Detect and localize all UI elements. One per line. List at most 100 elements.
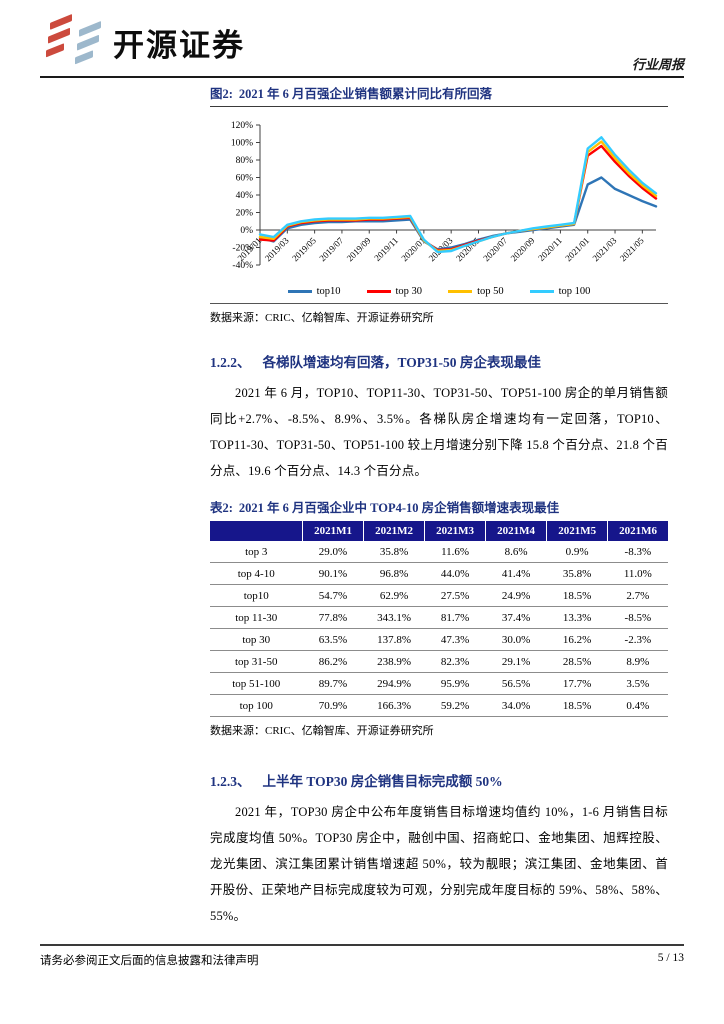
- svg-text:2021/03: 2021/03: [591, 235, 619, 263]
- svg-text:2019/11: 2019/11: [372, 235, 400, 263]
- legend-item: top 100: [529, 286, 591, 297]
- y-axis-tick-label: 60%: [236, 174, 254, 184]
- table-cell: 70.9%: [302, 694, 364, 717]
- table-cell: 28.5%: [546, 650, 608, 673]
- legend-label: top 100: [558, 286, 591, 297]
- table-row-label: top 3: [210, 541, 303, 563]
- y-axis-tick-label: -20%: [232, 244, 253, 254]
- x-axis-tick-label: 2021/03: [591, 235, 619, 263]
- chart-legend: top10 top 30 top 50 top 100: [210, 286, 668, 297]
- table-cell: 8.9%: [607, 650, 668, 673]
- x-axis-tick-label: 2019/11: [372, 235, 400, 263]
- legend-label: top10: [316, 286, 341, 297]
- series-line-top100: [258, 136, 658, 254]
- table-cell: 86.2%: [302, 650, 364, 673]
- legend-line-swatch: [287, 290, 312, 293]
- table-column-header: 2021M1: [302, 521, 365, 541]
- table-cell: 59.2%: [424, 694, 486, 717]
- section-heading-122: 1.2.2、 各梯队增速均有回落，TOP31-50 房企表现最佳: [210, 351, 668, 371]
- legend-label: top 30: [395, 286, 423, 297]
- table-cell: 82.3%: [424, 650, 486, 673]
- section-title: 上半年 TOP30 房企销售目标完成额 50%: [262, 774, 503, 789]
- legend-item: top 50: [448, 286, 504, 297]
- table-title-text: 2021 年 6 月百强企业中 TOP4-10 房企销售额增速表现最佳: [238, 501, 560, 515]
- table-cell: 47.3%: [424, 628, 486, 651]
- x-axis-tick-label: 2019/05: [290, 235, 318, 263]
- table-cell: 77.8%: [302, 606, 364, 629]
- table-cell: 238.9%: [363, 650, 425, 673]
- table-cell: 343.1%: [363, 606, 425, 629]
- legend-line-swatch: [529, 290, 554, 293]
- table-column-header: 2021M5: [546, 521, 609, 541]
- kaiyuan-securities-logo: 开源证券: [46, 13, 245, 69]
- chart-plot-area: 120%100%80%60%40%20%0%-20%-40%2019/01 201…: [231, 121, 658, 271]
- legend-line-swatch: [448, 290, 473, 293]
- section-number: 1.2.2、: [210, 355, 251, 370]
- table-row: top 100 70.9% 166.3% 59.2% 34.0% 18.5% 0.4%: [210, 694, 668, 717]
- table-cell: 35.8%: [546, 562, 608, 585]
- table-cell: 3.5%: [607, 672, 668, 695]
- y-axis-tick-label: -40%: [232, 261, 253, 271]
- source-label: 数据来源：: [210, 725, 265, 737]
- table-cell: 166.3%: [363, 694, 425, 717]
- svg-text:2019/09: 2019/09: [345, 235, 373, 263]
- table-cell: 41.4%: [485, 562, 547, 585]
- table-block: 表2: 2021 年 6 月百强企业中 TOP4-10 房企销售额增速表现最佳 2…: [210, 500, 668, 738]
- table-cell: 81.7%: [424, 606, 486, 629]
- figure-title-rule: [210, 106, 668, 107]
- table-row: top10 54.7% 62.9% 27.5% 24.9% 18.5% 2.7%: [210, 584, 668, 607]
- table-cell: 11.6%: [424, 541, 486, 563]
- table-column-header: 2021M2: [363, 521, 426, 541]
- table-head: 2021M1 2021M2 2021M3 2021M4 2021M5 2021M6: [210, 521, 668, 541]
- table-cell: 2.7%: [607, 584, 668, 607]
- section-number: 1.2.3、: [210, 774, 251, 789]
- section-title: 各梯队增速均有回落，TOP31-50 房企表现最佳: [262, 355, 541, 370]
- logo-brand-icon: [46, 13, 103, 69]
- series-line-top50: [258, 140, 658, 253]
- table-cell: 11.0%: [607, 562, 668, 585]
- y-axis-tick-label: 100%: [231, 139, 253, 149]
- table-cell: 89.7%: [302, 672, 364, 695]
- table-cell: 34.0%: [485, 694, 547, 717]
- table-cell: 44.0%: [424, 562, 486, 585]
- table-column-header: 2021M3: [424, 521, 487, 541]
- x-axis-tick-label: 2019/07: [317, 235, 345, 263]
- legend-label: top 50: [477, 286, 504, 297]
- table-cell: 30.0%: [485, 628, 547, 651]
- section-paragraph-122: 2021 年 6 月，TOP10、TOP11-30、TOP31-50、TOP51…: [210, 386, 668, 478]
- table-row: top 51-100 89.7% 294.9% 95.9% 56.5% 17.7% 3.5%: [210, 672, 668, 695]
- page-header: 开源证券 行业周报: [40, 10, 684, 78]
- table-row: top 4-10 90.1% 96.8% 44.0% 41.4% 35.8% 11.0%: [210, 562, 668, 585]
- series-line-top30: [258, 144, 658, 252]
- section-heading-123: 1.2.3、 上半年 TOP30 房企销售目标完成额 50%: [210, 770, 668, 790]
- x-axis-tick-label: 2021/01: [563, 235, 591, 263]
- table-cell: 90.1%: [302, 562, 364, 585]
- table-cell: 8.6%: [485, 541, 547, 563]
- table-cell: 294.9%: [363, 672, 425, 695]
- svg-text:2019/05: 2019/05: [290, 235, 318, 263]
- y-axis-tick-label: 0%: [240, 226, 253, 236]
- table-cell: 37.4%: [485, 606, 547, 629]
- figure-title-text: 2021 年 6 月百强企业销售额累计同比有所回落: [238, 87, 493, 101]
- table-row: top 31-50 86.2% 238.9% 82.3% 29.1% 28.5% 8.9%: [210, 650, 668, 673]
- table-cell: 18.5%: [546, 584, 608, 607]
- y-axis-tick-label: 20%: [236, 209, 254, 219]
- x-axis-tick-label: 2021/05: [618, 235, 646, 263]
- x-axis-tick-label: 2019/09: [345, 235, 373, 263]
- source-text: CRIC、亿翰智库、开源证券研究所: [265, 312, 434, 324]
- table-row-label: top 51-100: [210, 672, 303, 695]
- table-cell: 62.9%: [363, 584, 425, 607]
- table-body: top 3 29.0% 35.8% 11.6% 8.6% 0.9% -8.3% top 4-1…: [210, 541, 668, 717]
- table-cell: 137.8%: [363, 628, 425, 651]
- table-cell: 27.5%: [424, 584, 486, 607]
- table-cell: 29.0%: [302, 541, 364, 563]
- content-column: 图2: 2021 年 6 月百强企业销售额累计同比有所回落 120% 100% 80%…: [210, 86, 668, 929]
- svg-text:2021/05: 2021/05: [618, 235, 646, 263]
- table-cell: 63.5%: [302, 628, 364, 651]
- table-row: top 3 29.0% 35.8% 11.6% 8.6% 0.9% -8.3%: [210, 541, 668, 563]
- figure-source: 数据来源：CRIC、亿翰智库、开源证券研究所: [210, 309, 668, 325]
- page-footer: 请务必参阅正文后面的信息披露和法律声明 5 / 13: [40, 944, 684, 968]
- table-cell: -2.3%: [607, 628, 668, 651]
- table-row: top 30 63.5% 137.8% 47.3% 30.0% 16.2% -2.3%: [210, 628, 668, 651]
- table-source: 数据来源：CRIC、亿翰智库、开源证券研究所: [210, 722, 668, 738]
